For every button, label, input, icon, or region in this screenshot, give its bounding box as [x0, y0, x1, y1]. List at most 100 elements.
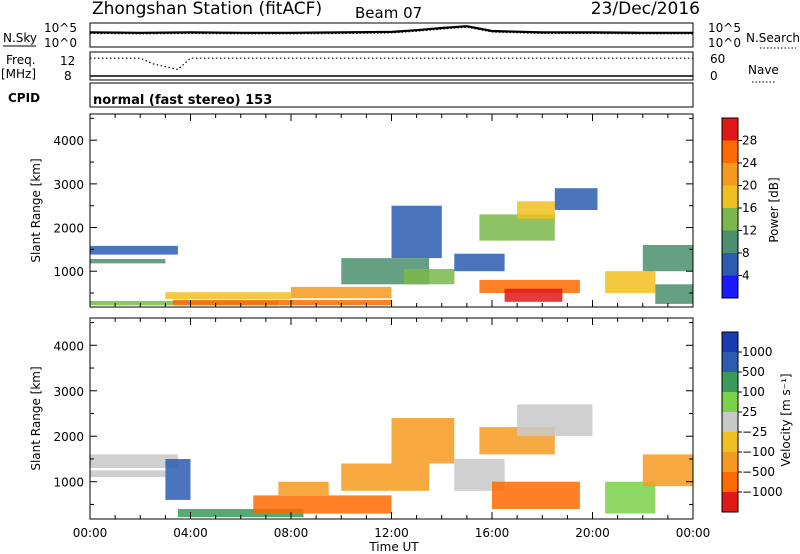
power-y-tick-label: 3000 [53, 178, 84, 192]
freq-tick-top: 12 [60, 54, 75, 68]
power-data-region [517, 201, 555, 219]
cpid-label: CPID [8, 91, 40, 105]
freq-tick-bottom: 8 [64, 69, 72, 83]
power-colorbar-tick-label: 8 [742, 246, 750, 260]
power-data-region [655, 284, 693, 304]
x-tick-label: 12:00 [374, 526, 409, 540]
velocity-data-region [253, 495, 392, 514]
power-data-region [391, 205, 442, 259]
power-colorbar-tick-label: 28 [742, 134, 757, 148]
nsearch-tick-bottom: 10^0 [708, 36, 741, 50]
velocity-data-region [90, 470, 166, 478]
power-colorbar-tick-label: 20 [742, 179, 757, 193]
power-colorbar-segment [722, 275, 738, 298]
nsky-label: N.Sky [3, 31, 37, 45]
x-axis-title: Time UT [368, 540, 419, 554]
freq-series-line [90, 57, 693, 71]
power-colorbar-tick-label: 4 [742, 269, 750, 283]
velocity-data-region [341, 463, 430, 491]
velocity-colorbar-tick-label: 100 [742, 385, 765, 399]
power-data-region [90, 245, 178, 255]
velocity-colorbar-segment [722, 372, 738, 392]
power-colorbar-segment [722, 253, 738, 276]
nsky-tick-top: 10^5 [44, 21, 77, 35]
beam-title: Beam 07 [355, 4, 422, 22]
power-y-tick-label: 1000 [53, 265, 84, 279]
x-tick-label: 16:00 [475, 526, 510, 540]
velocity-data-region [391, 418, 455, 464]
freq-unit-label: [MHz] [1, 67, 36, 81]
velocity-colorbar-segment [722, 332, 738, 352]
velocity-colorbar-segment [722, 352, 738, 372]
velocity-colorbar-tick-label: −25 [742, 425, 767, 439]
power-data-region [605, 271, 656, 293]
velocity-data-region [90, 454, 178, 468]
power-colorbar-segment [722, 163, 738, 186]
velocity-colorbar-tick-label: −1000 [742, 485, 783, 499]
x-tick-label: 00:00 [73, 526, 108, 540]
power-data-region [642, 245, 694, 272]
power-colorbar-tick-label: 24 [742, 156, 757, 170]
velocity-colorbar-segment [722, 472, 738, 492]
nsky-tick-bottom: 10^0 [44, 36, 77, 50]
freq-panel-frame [89, 51, 694, 81]
cpid-text: normal (fast stereo) 153 [93, 93, 272, 108]
x-tick-label: 04:00 [173, 526, 208, 540]
velocity-y-tick-label: 4000 [53, 339, 84, 353]
velocity-y-tick-label: 1000 [53, 476, 84, 490]
power-data-region [504, 288, 563, 302]
velocity-colorbar-segment [722, 412, 738, 432]
power-colorbar: 4 8 12 16 20 24 28 Power [dB] [721, 117, 781, 299]
power-colorbar-segment [722, 230, 738, 253]
power-y-tick-label: 2000 [53, 222, 84, 236]
velocity-panel: 1000 2000 3000 4000 Slant Range [km] 00:00 04:… [29, 317, 711, 540]
velocity-data-region [605, 481, 656, 514]
velocity-data-region [177, 509, 304, 518]
velocity-colorbar-frame [721, 331, 739, 513]
x-tick-label: 00:00 [676, 526, 711, 540]
power-y-axis-label: Slant Range [km] [29, 158, 43, 262]
nsky-panel-frame [89, 22, 694, 48]
velocity-colorbar-tick-label: 500 [742, 365, 765, 379]
velocity-colorbar-segment [722, 452, 738, 472]
velocity-colorbar-tick-label: −100 [742, 445, 775, 459]
power-colorbar-segment [722, 118, 738, 141]
freq-label: Freq. [6, 53, 36, 67]
velocity-colorbar: 1000 500 100 25 −25 −100 −500 −1000 Velocity [m … [721, 331, 793, 513]
velocity-data-region [642, 454, 694, 487]
velocity-y-tick-label: 3000 [53, 385, 84, 399]
power-colorbar-segment [722, 208, 738, 231]
power-colorbar-label: Power [dB] [767, 177, 781, 242]
power-data-region [454, 253, 505, 272]
power-colorbar-segment [722, 140, 738, 163]
velocity-colorbar-tick-label: −500 [742, 465, 775, 479]
x-tick-label: 08:00 [274, 526, 309, 540]
power-y-tick-label: 4000 [53, 134, 84, 148]
velocity-colorbar-segment [722, 432, 738, 452]
velocity-colorbar-tick-label: 25 [742, 405, 757, 419]
cpid-panel-frame [89, 82, 694, 108]
velocity-colorbar-segment [722, 492, 738, 512]
power-data-region [90, 259, 166, 264]
velocity-colorbar-tick-label: 1000 [742, 345, 773, 359]
power-colorbar-tick-label: 16 [742, 201, 757, 215]
velocity-y-tick-label: 2000 [53, 430, 84, 444]
station-title: Zhongshan Station (fitACF) [92, 0, 322, 19]
nave-tick-top: 60 [710, 52, 725, 66]
nave-label: Nave [748, 63, 779, 77]
velocity-colorbar-segment [722, 392, 738, 412]
power-colorbar-segment [722, 185, 738, 208]
power-data-region [404, 269, 455, 285]
x-tick-label: 20:00 [575, 526, 610, 540]
nsearch-series-line [89, 26, 693, 35]
power-panel: 1000 2000 3000 4000 Slant Range [km] [29, 113, 694, 308]
nave-tick-bottom: 0 [710, 69, 718, 83]
power-data-region [172, 300, 392, 306]
date-title: 23/Dec/2016 [591, 0, 700, 19]
velocity-data-region [492, 481, 580, 509]
velocity-data-region [165, 459, 191, 500]
power-data-region [554, 188, 598, 210]
power-data-region [291, 286, 392, 299]
power-data-region [165, 292, 291, 300]
